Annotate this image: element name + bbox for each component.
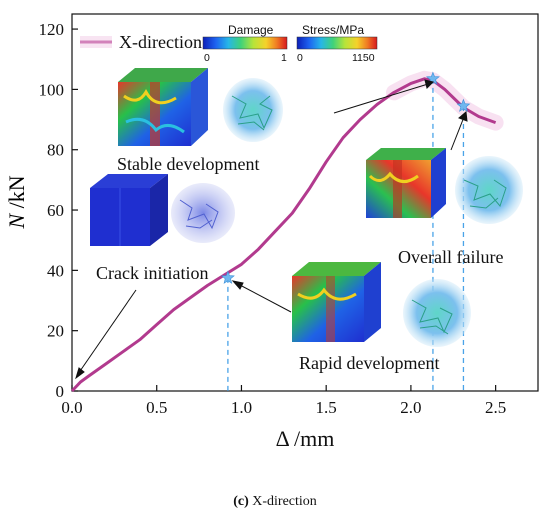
colorbar-stress: Stress/MPa 0 1150 <box>296 23 378 64</box>
colorbar-damage-min: 0 <box>204 52 210 64</box>
y-axis-symbol: N <box>4 213 29 230</box>
y-tick-label: 20 <box>47 322 64 341</box>
colorbar-stress-bar <box>296 36 378 50</box>
colorbar-stress-max: 1150 <box>352 52 375 64</box>
y-tick-label: 40 <box>47 261 64 280</box>
x-tick-label: 0.5 <box>146 398 167 417</box>
annotation-stable-development: Stable development <box>117 154 259 174</box>
arrow-crack-initiation <box>77 289 137 375</box>
legend-swatch-glow <box>80 36 112 48</box>
x-tick-label: 1.0 <box>231 398 252 417</box>
caption-text: X-direction <box>248 494 317 509</box>
inset-crack-initiation-block <box>90 174 168 246</box>
inset-rapid-development-block <box>292 262 381 342</box>
colorbar-damage: Damage 0 1 <box>202 23 288 64</box>
key-point-guides <box>227 78 465 391</box>
inset-rapid-development-mesh <box>403 279 471 347</box>
plot-frame <box>71 13 539 392</box>
colorbar-damage-title: Damage <box>228 23 274 37</box>
key-point-star <box>220 270 235 284</box>
y-tick-label: 120 <box>39 20 65 39</box>
caption-label: (c) <box>233 494 249 509</box>
y-tick-label: 0 <box>56 382 65 401</box>
y-axis-unit: /kN <box>4 175 29 214</box>
key-point-star <box>456 98 471 112</box>
axis-ticks <box>71 28 497 392</box>
y-tick-label: 100 <box>39 80 65 99</box>
inset-overall-failure-block <box>366 148 446 218</box>
arrow-peak <box>333 83 429 114</box>
legend: X-direction <box>80 32 202 52</box>
annotation-arrows <box>75 79 468 380</box>
x-axis-label: Δ /mm <box>276 426 335 451</box>
series-line-x-direction <box>70 77 497 393</box>
figure-caption: (c) X-direction <box>0 494 550 510</box>
y-tick-label: 80 <box>47 141 64 160</box>
x-tick-label: 2.5 <box>485 398 506 417</box>
legend-label: X-direction <box>119 32 202 52</box>
inset-stable-development-block <box>118 68 208 146</box>
x-tick-label: 2.0 <box>400 398 421 417</box>
arrow-overall-failure <box>450 116 465 151</box>
colorbar-stress-title: Stress/MPa <box>302 23 364 37</box>
y-tick-label: 60 <box>47 201 64 220</box>
arrow-rapid-development <box>237 283 292 313</box>
annotation-overall-failure: Overall failure <box>398 247 503 267</box>
colorbar-damage-bar <box>202 36 288 50</box>
annotation-crack-initiation: Crack initiation <box>96 263 208 283</box>
colorbar-damage-max: 1 <box>281 52 287 64</box>
x-tick-label: 0.0 <box>61 398 82 417</box>
colorbar-stress-min: 0 <box>297 52 303 64</box>
annotation-rapid-development: Rapid development <box>299 353 439 373</box>
x-tick-label: 1.5 <box>316 398 337 417</box>
inset-crack-initiation-mesh <box>171 183 235 243</box>
inset-stable-development-mesh <box>223 78 283 142</box>
y-axis-label: N /kN <box>4 175 29 229</box>
inset-overall-failure-mesh <box>455 156 523 224</box>
